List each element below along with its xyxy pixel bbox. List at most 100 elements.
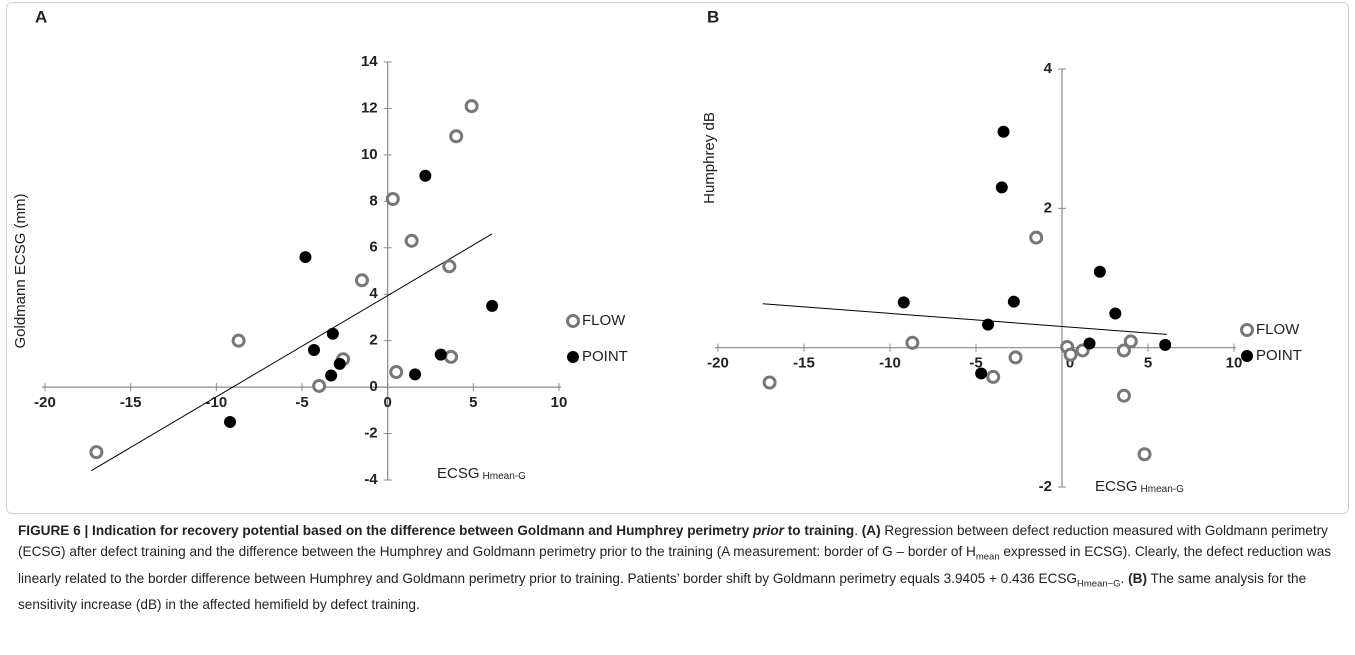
y-tick-label: 0 (369, 378, 377, 395)
point (1116, 343, 1131, 358)
point (1029, 230, 1044, 245)
caption-title-end: to training (783, 523, 855, 538)
point (434, 348, 447, 361)
x-axis-label: ECSG Hmean-G (1095, 478, 1184, 495)
point (897, 296, 910, 309)
caption-subscript: Hmean−G (1077, 578, 1121, 590)
point (389, 365, 404, 380)
y-tick-label: 14 (361, 53, 378, 70)
x-tick-label: -15 (793, 355, 815, 372)
y-tick-label: 12 (361, 99, 378, 116)
y-axis-label: Goldmann ECSG (mm) (12, 193, 29, 348)
point (224, 415, 237, 428)
x-tick-label: 0 (383, 394, 391, 411)
x-tick-label: 0 (1066, 355, 1074, 372)
legend-label: FLOW (582, 312, 626, 329)
point (1093, 265, 1106, 278)
x-tick-label: -15 (120, 394, 142, 411)
legend-label: POINT (1256, 347, 1302, 364)
trendline (91, 233, 493, 472)
y-tick-label: 10 (361, 146, 378, 163)
point (1137, 447, 1152, 462)
point (325, 369, 338, 382)
x-tick-label: -5 (969, 355, 982, 372)
panel-label: B (707, 7, 719, 26)
x-tick-label: 10 (551, 394, 568, 411)
point (1063, 347, 1078, 362)
y-tick-label: 4 (1044, 60, 1053, 77)
panel-label: A (35, 7, 47, 26)
x-axis-label-sub: Hmean-G (1141, 484, 1185, 495)
point (419, 169, 432, 182)
point (1083, 337, 1096, 350)
x-tick-label: -10 (879, 355, 901, 372)
y-tick-label: 2 (1044, 199, 1052, 216)
legend-label: FLOW (1256, 321, 1300, 338)
point (464, 99, 479, 114)
caption-text: Regression between defect reduction meas… (18, 523, 1328, 559)
point (333, 357, 346, 370)
point (762, 375, 777, 390)
x-axis-label-main: ECSG (1095, 478, 1138, 495)
x-tick-label: -20 (34, 394, 56, 411)
trendline (762, 303, 1167, 335)
point (299, 251, 312, 264)
y-tick-label: 6 (369, 239, 377, 256)
point (986, 369, 1001, 384)
y-tick-label: 2 (369, 332, 377, 349)
point (326, 327, 339, 340)
point (1007, 295, 1020, 308)
point (404, 233, 419, 248)
caption-text: expressed in ECSG). Clearly, the defect … (18, 544, 1332, 586)
point (354, 273, 369, 288)
x-tick-label: -5 (295, 394, 308, 411)
y-tick-label: -2 (1039, 478, 1052, 495)
figure-frame: A -20 -15 -10 -5 0 5 10 -4 -2 0 2 4 6 8 10 12 14 Goldmann … (6, 2, 1349, 514)
point (444, 349, 459, 364)
point (1109, 307, 1122, 320)
point (409, 368, 422, 381)
point (1116, 388, 1131, 403)
point (1123, 334, 1138, 349)
x-tick-label: -10 (205, 394, 227, 411)
legend-marker (566, 314, 580, 328)
point (995, 181, 1008, 194)
legend-marker (1240, 323, 1254, 337)
caption-text: . (854, 523, 862, 538)
caption-subscript: mean (975, 551, 1000, 563)
x-tick-label: 5 (469, 394, 477, 411)
point (231, 333, 246, 348)
legend-marker (1241, 350, 1253, 362)
x-axis-label: ECSG Hmean-G (437, 465, 526, 482)
caption-text: . (1120, 570, 1129, 586)
legend-marker (567, 351, 579, 363)
point (1159, 338, 1172, 351)
legend-label: POINT (582, 348, 628, 365)
point (997, 125, 1010, 138)
point (307, 343, 320, 356)
caption-title: FIGURE 6 | Indication for recovery poten… (18, 523, 753, 538)
point (982, 318, 995, 331)
point (312, 378, 327, 393)
point (905, 335, 920, 350)
x-tick-label: 5 (1144, 355, 1152, 372)
x-axis-label-sub: Hmean-G (483, 471, 527, 482)
caption-label: (B) (1128, 570, 1147, 586)
point (975, 367, 988, 380)
y-tick-label: 4 (369, 285, 378, 302)
caption-text: The same analysis for the sensitivity in… (18, 570, 1307, 613)
y-tick-label: 8 (369, 192, 377, 209)
y-tick-label: -2 (364, 425, 377, 442)
point (1008, 350, 1023, 365)
point (486, 299, 499, 312)
x-axis-label-main: ECSG (437, 465, 480, 482)
point (89, 445, 104, 460)
x-tick-label: -20 (707, 355, 729, 372)
x-tick-label: 10 (1226, 355, 1243, 372)
point (442, 259, 457, 274)
figure: A-20 -15 -10 -5 0 5 10-4-202468101214Goldmann … (12, 7, 1302, 495)
caption-label: (A) (861, 523, 881, 538)
point (449, 129, 464, 144)
y-axis-label: Humphrey dB (701, 112, 718, 204)
